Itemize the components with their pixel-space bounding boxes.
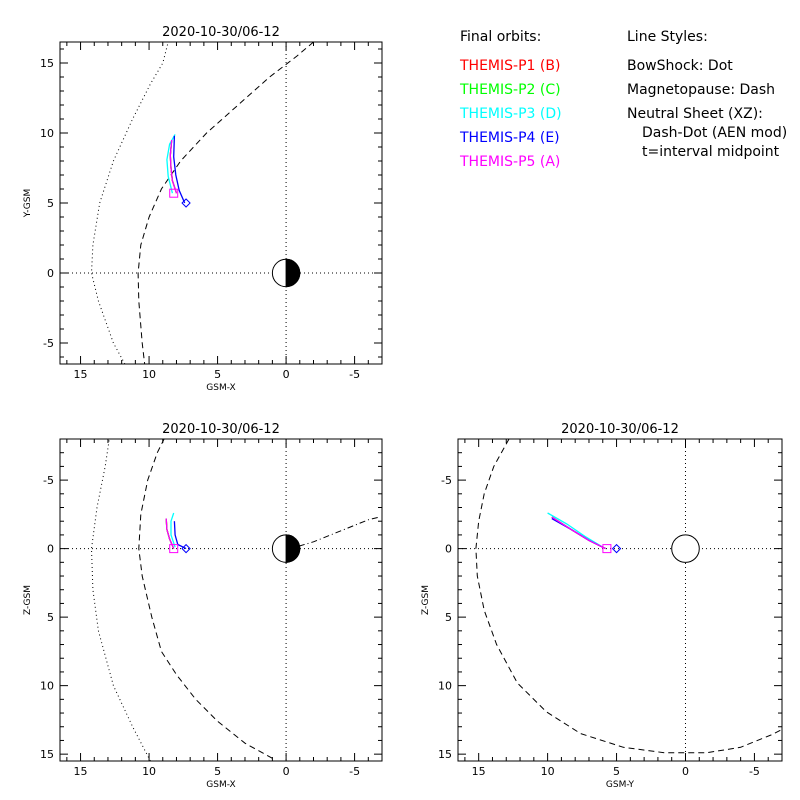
orbit-p2 [165,518,175,549]
orbit-p4 [173,521,187,550]
marker-p4-diamond [181,543,191,554]
neutral-sheet-line [286,516,380,550]
earth-night-side [285,534,301,563]
y-tick-label: 10 [40,127,54,140]
marker-p4-diamond [181,198,191,208]
y-tick-label: 5 [445,611,452,624]
bow-shock-line [90,439,151,761]
x-tick-label: 10 [541,765,555,778]
y-axis-label: Z-GSM [23,585,33,615]
legend-probe-p4: THEMIS-P4 (E) [459,130,560,146]
x-tick-label: 10 [142,765,156,778]
magnetopause-line [475,439,782,754]
earth-disk [671,534,700,563]
x-tick-label: 10 [142,368,156,381]
y-tick-label: -5 [43,337,54,350]
plot-frame [59,438,383,762]
legend-style-dash-dot: Dash-Dot (AEN mod) [642,125,787,141]
plot-title: 2020-10-30/06-12 [162,422,280,437]
legend-style-bowshock: BowShock: Dot [627,58,733,74]
legend-styles-title: Line Styles: [627,29,708,45]
plot-frame [457,438,783,762]
x-tick-label: 0 [283,368,290,381]
x-tick-label: -5 [349,765,360,778]
x-tick-label: 15 [74,765,88,778]
marker-p4-diamond [611,543,622,554]
plot-frame [59,41,383,365]
y-tick-label: 0 [445,543,452,556]
legend-orbits-title: Final orbits: [460,29,541,45]
x-tick-label: 15 [472,765,486,778]
x-tick-label: 15 [74,368,88,381]
marker-p5-square [169,188,179,198]
magnetopause-line [137,42,314,364]
orbit-p5 [169,139,178,194]
orbit-p5 [551,516,606,550]
orbit-p3 [170,512,176,548]
y-tick-label: 15 [40,748,54,761]
x-tick-label: -5 [749,765,760,778]
legend: Final orbits: THEMIS-P1 (B) THEMIS-P2 (C… [459,29,787,170]
y-tick-label: -5 [441,474,452,487]
plot-title: 2020-10-30/06-12 [162,25,280,40]
y-tick-label: 0 [47,267,54,280]
x-tick-label: 5 [214,368,221,381]
orbit-p5 [165,518,175,549]
x-tick-label: -5 [349,368,360,381]
y-tick-label: 15 [40,57,54,70]
legend-style-midpoint: t=interval midpoint [642,144,780,160]
x-axis-label: GSM-Y [606,780,635,790]
legend-style-magnetopause: Magnetopause: Dash [627,82,775,98]
y-tick-label: 10 [40,680,54,693]
x-tick-label: 5 [613,765,620,778]
y-axis-label: Y-GSM [23,189,33,218]
y-tick-label: 5 [47,197,54,210]
legend-probe-p3: THEMIS-P3 (D) [459,106,562,122]
legend-probe-p2: THEMIS-P2 (C) [459,82,561,98]
panel-xz-plot: 15 10 5 0 -5 -5 0 5 10 15 2020-10-30/06-12 GSM-X Z-G… [23,422,383,790]
x-axis-label: GSM-X [206,383,235,393]
bow-shock-line [90,42,169,364]
y-axis-label: Z-GSM [421,585,431,615]
y-tick-label: -5 [43,474,54,487]
marker-p5-square [602,544,612,554]
y-tick-label: 0 [47,543,54,556]
marker-p5-square [169,544,179,554]
y-tick-label: 15 [438,748,452,761]
x-axis-label: GSM-X [206,780,235,790]
y-tick-label: 10 [438,680,452,693]
legend-probe-p5: THEMIS-P5 (A) [459,154,560,170]
orbit-p1 [165,518,175,549]
magnetopause-line [138,439,273,759]
earth-night-side [285,258,301,288]
orbit-p4 [173,135,186,204]
orbit-p3 [547,512,604,548]
x-tick-label: 0 [283,765,290,778]
panel-yz-plot: 15 10 5 0 -5 -5 0 5 10 15 2020-10-30/06-12 GSM-Y Z-G… [421,422,783,790]
x-tick-label: 0 [682,765,689,778]
y-tick-label: 5 [47,611,54,624]
panel-xy-plot: 15 10 5 0 -5 -5 0 5 10 15 2020-10-30/06-12 GSM-X Y-G… [23,25,383,393]
legend-probe-p1: THEMIS-P1 (B) [459,58,560,74]
x-tick-label: 5 [214,765,221,778]
legend-style-neutral-sheet: Neutral Sheet (XZ): [627,106,763,122]
plot-title: 2020-10-30/06-12 [561,422,679,437]
